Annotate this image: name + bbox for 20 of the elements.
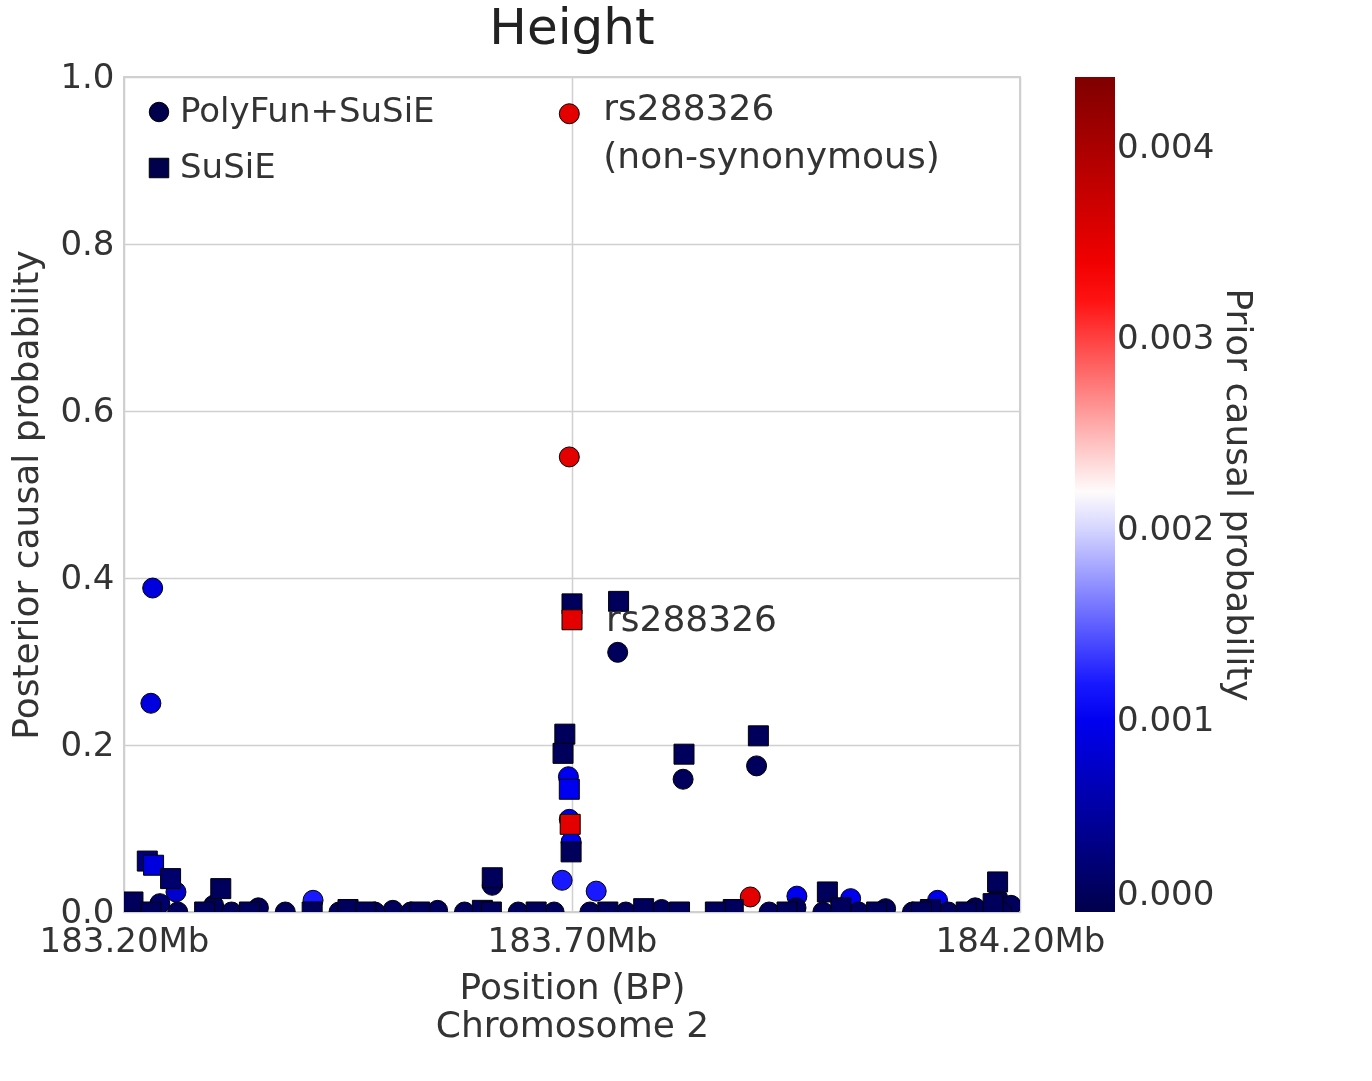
y-tick-label: 0.2 [60,723,115,764]
color-bar-label: 0.003 [1117,316,1215,357]
y-tick-label: 1.0 [60,55,115,96]
legend-label: PolyFun+SuSiE [180,90,435,130]
x-tick-label: 183.70Mb [487,919,658,960]
color-bar-label: 0.002 [1117,507,1215,548]
color-bar-label: 0.001 [1117,698,1215,739]
x-tick-label: 184.20Mb [935,919,1106,960]
color-bar-label: 0.004 [1117,125,1215,166]
y-tick-label: 0.8 [60,222,115,263]
color-bar-title: Prior causal probability [1219,288,1260,702]
y-axis-title: Posterior causal probability [5,250,47,740]
color-bar-label: 0.000 [1117,873,1215,913]
chart-title: Height [489,0,655,56]
y-tick-label: 0.6 [60,389,115,430]
annotation: rs288326 (non-synonymous) [603,86,940,176]
legend-label: SuSiE [180,146,276,186]
x-axis-title: Position (BP) Chromosome 2 [435,965,710,1045]
y-tick-label: 0.4 [60,556,115,597]
annotation: rs288326 [606,597,777,639]
